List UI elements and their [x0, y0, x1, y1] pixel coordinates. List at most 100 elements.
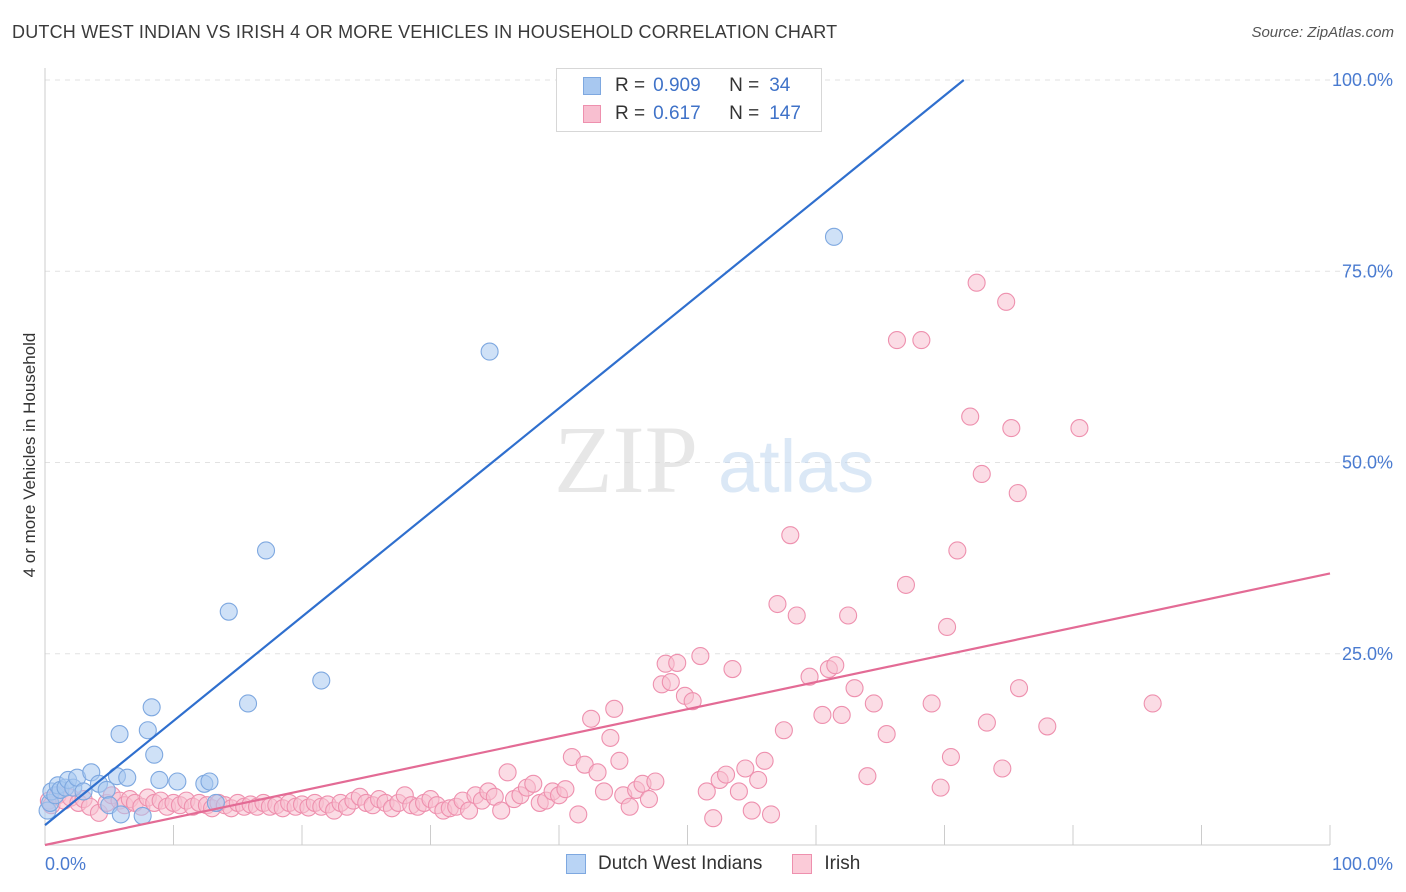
irish-point — [556, 780, 575, 799]
irish-point — [691, 646, 710, 666]
dutch-west-indians-point — [111, 805, 130, 824]
series-legend: Dutch West Indians Irish — [566, 852, 890, 876]
irish-point — [524, 774, 543, 793]
dutch-west-indians-point — [200, 772, 219, 791]
irish-point — [620, 797, 639, 816]
x-tick-label: 100.0% — [1332, 854, 1393, 874]
dutch-west-indians-point — [118, 768, 137, 787]
legend-r-label: R = — [615, 103, 646, 124]
irish-point — [588, 763, 607, 782]
irish-point — [729, 782, 748, 801]
irish-point — [961, 407, 980, 426]
irish-point — [704, 809, 723, 828]
irish-point — [639, 790, 659, 809]
irish-point — [912, 331, 931, 350]
gridlines — [45, 79, 1392, 655]
irish-point — [931, 778, 950, 797]
legend-item-irish[interactable]: Irish — [792, 853, 860, 875]
dutch-west-indians-point — [824, 227, 844, 246]
irish-point — [813, 705, 832, 725]
legend-label: Dutch West Indians — [598, 853, 763, 874]
dutch-west-indians-point — [312, 671, 331, 690]
irish-point — [938, 617, 957, 637]
irish-point — [967, 273, 986, 292]
irish-point — [1038, 717, 1057, 736]
irish-point — [787, 606, 806, 625]
dutch-west-indians-trend-line — [44, 79, 965, 826]
dutch-west-indians-point — [219, 602, 238, 621]
legend-r-value: 0.617 — [653, 103, 701, 124]
irish-point — [864, 694, 883, 713]
dutch-west-indians-point — [238, 694, 258, 713]
irish-point — [668, 653, 687, 672]
legend-item-dutch-west-indians[interactable]: Dutch West Indians — [566, 853, 762, 875]
irish-point — [941, 747, 960, 767]
legend-row-irish: R = 0.617 N = 147 — [583, 101, 801, 127]
irish-point — [723, 659, 742, 679]
y-tick-label: 50.0% — [1342, 453, 1393, 473]
irish-point — [774, 721, 793, 740]
irish-point — [755, 751, 774, 770]
irish-point — [749, 770, 768, 790]
irish-point — [826, 656, 845, 675]
irish-point — [845, 679, 864, 698]
irish-point — [736, 759, 755, 778]
source-credit: Source: ZipAtlas.com — [1251, 24, 1394, 41]
tick-labels: 25.0% 50.0% 75.0% 100.0% 0.0% 100.0% — [45, 70, 1393, 874]
legend-swatch-pink — [792, 854, 813, 874]
watermark-atlas: atlas — [718, 425, 874, 508]
irish-point — [646, 772, 665, 791]
irish-point — [742, 801, 761, 820]
irish-point — [993, 759, 1012, 778]
dutch-west-indians-point — [133, 806, 152, 825]
irish-point — [661, 673, 680, 692]
dutch-west-indians-point — [74, 782, 93, 801]
irish-point — [601, 728, 620, 747]
chart-title: DUTCH WEST INDIAN VS IRISH 4 OR MORE VEH… — [12, 22, 838, 42]
irish-point — [832, 705, 851, 725]
irish-point — [896, 575, 916, 594]
dutch-west-indians-point — [168, 772, 187, 791]
irish-trend-line — [44, 572, 1331, 847]
legend-swatch-pink — [583, 105, 601, 123]
dutch-west-indians-point — [138, 721, 157, 740]
y-axis-label: 4 or more Vehicles in Household — [20, 333, 39, 578]
irish-point — [922, 694, 941, 713]
legend-n-value: 147 — [769, 103, 801, 124]
dutch-west-indians-point — [480, 342, 499, 361]
irish-point — [492, 801, 511, 820]
irish-point — [781, 526, 800, 545]
irish-point — [768, 594, 787, 614]
legend-n-value: 34 — [769, 75, 791, 96]
irish-point — [972, 464, 991, 484]
legend-row-dutch-west-indians: R = 0.909 N = 34 — [583, 73, 790, 99]
irish-point — [582, 709, 601, 728]
dutch-west-indians-points — [38, 227, 844, 825]
irish-point — [1009, 679, 1029, 698]
irish-point — [605, 699, 624, 718]
legend-n-label: N = — [729, 103, 760, 124]
trend-lines — [44, 79, 1331, 847]
irish-point — [498, 763, 517, 782]
y-tick-label: 100.0% — [1332, 70, 1393, 90]
correlation-legend: R = 0.909 N = 34 R = 0.617 N = 147 — [556, 68, 822, 132]
legend-label: Irish — [824, 853, 861, 874]
legend-r-label: R = — [615, 75, 646, 96]
axes — [44, 68, 1331, 846]
irish-point — [839, 606, 858, 625]
irish-points — [39, 273, 1162, 828]
irish-point — [858, 767, 877, 786]
irish-point — [610, 751, 629, 770]
irish-point — [800, 667, 819, 686]
y-tick-label: 75.0% — [1342, 261, 1393, 281]
dutch-west-indians-point — [145, 745, 164, 764]
legend-swatch-blue — [583, 77, 601, 95]
irish-point — [683, 692, 702, 711]
irish-point — [761, 805, 781, 824]
irish-point — [569, 805, 588, 824]
dutch-west-indians-point — [110, 725, 129, 744]
legend-swatch-blue — [566, 854, 586, 874]
dutch-west-indians-point — [150, 770, 169, 790]
irish-point — [1070, 419, 1089, 438]
